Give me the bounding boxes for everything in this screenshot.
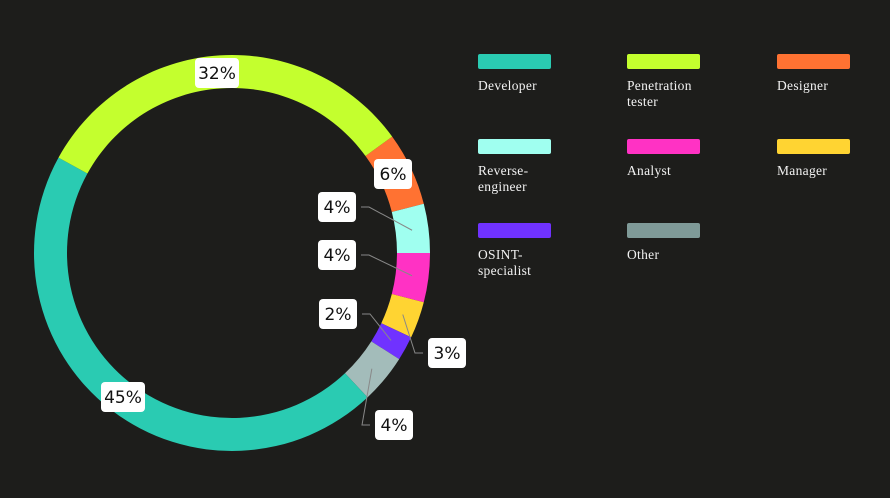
slice-penetration-tester[interactable]: [58, 55, 393, 174]
slice-osint-specialist[interactable]: [371, 323, 412, 360]
legend-swatch: [627, 54, 700, 69]
data-label: 2%: [319, 299, 357, 329]
legend-label: Developer: [478, 78, 537, 93]
data-label-text: 32%: [198, 64, 236, 84]
legend-swatch: [478, 223, 551, 238]
legend-swatch: [777, 139, 850, 154]
legend-label: Manager: [777, 163, 828, 178]
legend-swatch: [478, 54, 551, 69]
data-label: 4%: [375, 410, 413, 440]
data-label-text: 6%: [380, 165, 407, 185]
legend-swatch: [777, 54, 850, 69]
data-label: 4%: [318, 240, 356, 270]
data-label: 45%: [101, 382, 145, 412]
legend-item[interactable]: Analyst: [627, 139, 747, 179]
leader-line: [361, 368, 373, 426]
data-label: 6%: [374, 159, 412, 189]
data-label-text: 4%: [324, 246, 351, 266]
legend-swatch: [627, 223, 700, 238]
leader-line: [361, 254, 413, 277]
legend-item[interactable]: Reverse-engineer: [478, 139, 598, 195]
legend-label: Penetration tester: [627, 78, 692, 109]
legend-label: Designer: [777, 78, 829, 93]
legend-item[interactable]: Penetration tester: [627, 54, 747, 110]
data-label: 4%: [318, 192, 356, 222]
slice-manager[interactable]: [381, 294, 424, 338]
legend-label: Other: [627, 247, 660, 262]
data-label: 3%: [428, 338, 466, 368]
legend-item[interactable]: Manager: [777, 139, 890, 179]
legend-swatch: [478, 139, 551, 154]
leader-line: [362, 313, 392, 341]
slice-reverse-engineer[interactable]: [391, 203, 430, 253]
data-label-text: 4%: [324, 198, 351, 218]
legend-label: Analyst: [627, 163, 672, 178]
legend-item[interactable]: Other: [627, 223, 747, 263]
slice-developer[interactable]: [34, 157, 368, 451]
legend-label: OSINT-specialist: [478, 247, 532, 278]
leader-line: [402, 314, 423, 354]
legend-item[interactable]: Developer: [478, 54, 598, 94]
data-label-text: 2%: [325, 305, 352, 325]
legend-swatch: [627, 139, 700, 154]
legend-item[interactable]: OSINT-specialist: [478, 223, 598, 279]
data-label-text: 4%: [381, 416, 408, 436]
leader-line: [361, 206, 413, 231]
data-label: 32%: [195, 58, 239, 88]
legend-item[interactable]: Designer: [777, 54, 890, 94]
data-label-text: 45%: [104, 388, 142, 408]
legend-label: Reverse-engineer: [478, 163, 529, 194]
slice-analyst[interactable]: [391, 253, 430, 303]
data-label-text: 3%: [434, 344, 461, 364]
